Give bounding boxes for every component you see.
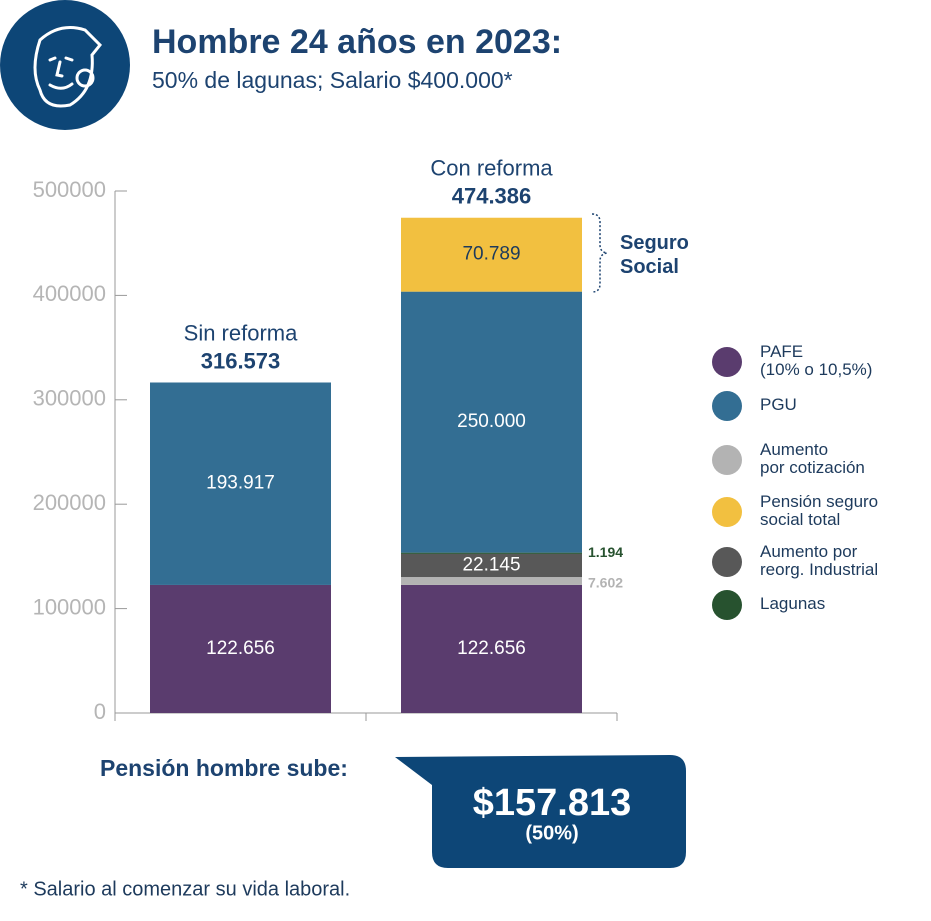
value-label: 122.656 <box>457 638 526 659</box>
total-label: 316.573 <box>201 348 281 373</box>
value-label: 1.194 <box>588 544 623 560</box>
legend-swatch <box>712 497 742 527</box>
y-tick-label: 100000 <box>33 594 106 619</box>
bar-segment <box>401 291 582 553</box>
value-label: 250.000 <box>457 411 526 432</box>
legend-label: PGU <box>760 395 797 414</box>
bar-segment <box>401 217 582 292</box>
logo <box>0 0 130 130</box>
y-tick-label: 500000 <box>33 177 106 202</box>
legend-swatch <box>712 547 742 577</box>
legend-label: Pensión seguro social total <box>760 492 879 529</box>
callout-box <box>395 755 686 868</box>
legend-swatch <box>712 445 742 475</box>
callout-value: $157.813 <box>473 782 632 824</box>
legend-label: Aumento por cotización <box>760 440 865 477</box>
bar-segment <box>401 584 582 713</box>
footnote: * Salario al comenzar su vida laboral. <box>20 878 350 900</box>
callout-label: Pensión hombre sube: <box>100 755 348 781</box>
legend-label: Aumento por reorg. Industrial <box>760 542 879 579</box>
value-label: 22.145 <box>462 554 520 575</box>
bar-segment <box>401 552 582 554</box>
y-tick-label: 300000 <box>33 386 106 411</box>
category-label: Sin reforma <box>184 320 298 345</box>
bar-segment <box>401 577 582 585</box>
legend-swatch <box>712 590 742 620</box>
category-label: Con reforma <box>430 156 553 181</box>
subtitle: 50% de lagunas; Salario $400.000* <box>152 67 513 93</box>
bar-segment <box>150 382 331 585</box>
value-label: 122.656 <box>206 638 275 659</box>
title: Hombre 24 años en 2023: <box>152 23 562 61</box>
legend-label: Lagunas <box>760 594 826 613</box>
value-label: 193.917 <box>206 473 275 494</box>
logo-icon <box>33 26 103 108</box>
y-tick-label: 0 <box>94 699 106 724</box>
y-tick-label: 200000 <box>33 490 106 515</box>
total-label: 474.386 <box>452 184 532 209</box>
annotation: Seguro Social <box>620 232 689 278</box>
bar-segment <box>150 584 331 713</box>
value-label: 70.789 <box>462 244 520 265</box>
legend-swatch <box>712 347 742 377</box>
bar-segment <box>401 553 582 578</box>
y-tick-label: 400000 <box>33 281 106 306</box>
legend-swatch <box>712 391 742 421</box>
value-label: 7.602 <box>588 575 623 591</box>
callout-percent: (50%) <box>525 822 578 844</box>
legend-label: PAFE (10% o 10,5%) <box>760 342 873 379</box>
bracket <box>591 213 608 293</box>
